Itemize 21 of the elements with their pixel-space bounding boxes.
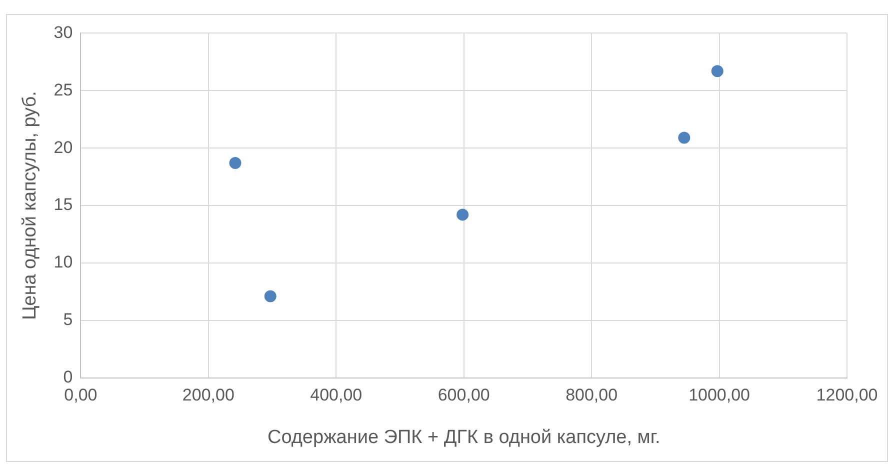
y-tick-label: 5 — [63, 310, 73, 330]
x-tick-label: 800,00 — [566, 386, 618, 405]
x-tick-label: 200,00 — [182, 386, 234, 405]
y-tick-label: 20 — [54, 138, 73, 157]
x-tick-label: 1000,00 — [688, 386, 750, 405]
point — [264, 290, 276, 302]
x-tick-label: 600,00 — [438, 386, 490, 405]
x-tick-label: 0,00 — [64, 386, 98, 405]
y-tick-label: 25 — [54, 80, 73, 100]
y-tick-label: 15 — [54, 195, 73, 214]
y-tick-label: 30 — [54, 22, 73, 42]
point — [456, 208, 469, 221]
point — [678, 132, 690, 144]
point — [229, 157, 242, 169]
y-tick-label: 0 — [63, 367, 73, 386]
y-tick-label: 10 — [54, 252, 73, 272]
x-tick-label: 1200,00 — [816, 386, 878, 405]
x-tick-label: 400,00 — [310, 386, 362, 405]
y-axis-title: Цена одной капсулы, руб. — [20, 91, 41, 320]
point — [711, 65, 724, 78]
x-axis-title: Содержание ЭПК + ДГК в одной капсуле, мг. — [267, 426, 660, 448]
